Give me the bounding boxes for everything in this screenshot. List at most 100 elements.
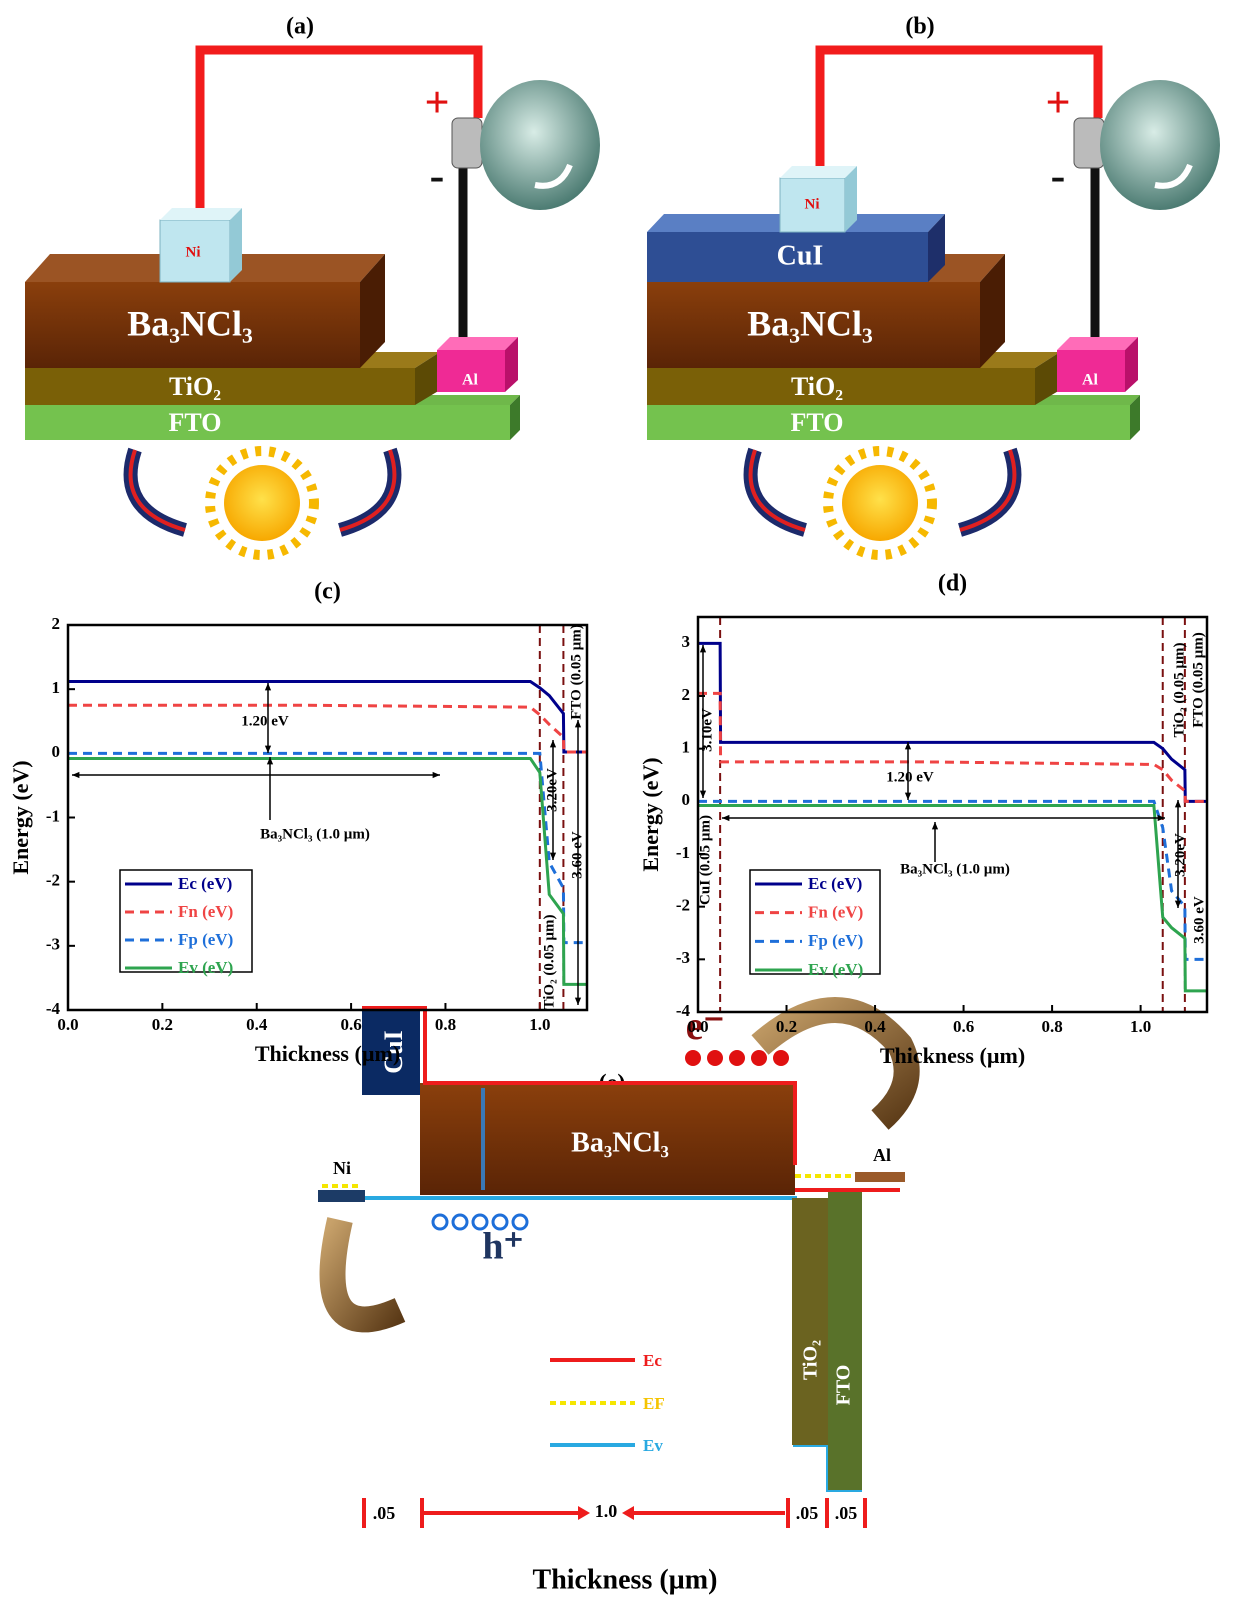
y-tick-label: 1 bbox=[682, 738, 691, 757]
y-tick-label: 0 bbox=[682, 790, 691, 809]
y-tick-label: -1 bbox=[676, 843, 690, 862]
legend-label: Fp (eV) bbox=[178, 930, 233, 949]
series-line bbox=[698, 691, 1207, 803]
y-tick-label: -2 bbox=[676, 896, 690, 915]
legend-label: Fn (eV) bbox=[178, 902, 233, 921]
wire bbox=[815, 45, 1103, 170]
arrow-head bbox=[699, 645, 707, 653]
arrow-head bbox=[1157, 814, 1165, 822]
contact-label: Ni bbox=[333, 1158, 351, 1178]
x-tick-label: 0.6 bbox=[340, 1015, 361, 1034]
sun bbox=[823, 446, 937, 560]
y-tick-label: 0 bbox=[52, 742, 61, 761]
x-tick-label: 0.8 bbox=[435, 1015, 456, 1034]
layer-side bbox=[415, 352, 440, 405]
y-tick-label: -2 bbox=[46, 871, 60, 890]
carrier-label: e⁻ bbox=[686, 1003, 725, 1048]
arrow-head bbox=[699, 790, 707, 798]
x-tick-label: 0.4 bbox=[246, 1015, 268, 1034]
block-label: CuI bbox=[379, 1030, 408, 1073]
x-tick-label: 1.0 bbox=[1130, 1017, 1151, 1036]
ec-line bbox=[362, 1006, 797, 1165]
arrow-head bbox=[264, 683, 272, 691]
al-contact bbox=[1057, 350, 1125, 392]
annotation: 3.10eV bbox=[699, 708, 715, 752]
holes bbox=[431, 1213, 529, 1231]
cube-side bbox=[845, 166, 857, 232]
legend-label: Ec (eV) bbox=[808, 874, 862, 893]
arrow-head bbox=[432, 771, 440, 779]
cube-side bbox=[505, 337, 518, 392]
layer-side bbox=[360, 254, 385, 368]
arrow-head bbox=[931, 822, 939, 830]
arrow-head bbox=[904, 792, 912, 800]
y-tick-label: 2 bbox=[682, 685, 691, 704]
x-axis-label: Thickness (µm) bbox=[880, 1043, 1025, 1068]
contact-label: Al bbox=[1082, 372, 1099, 389]
series-line bbox=[68, 679, 587, 754]
bulb bbox=[451, 80, 600, 210]
annotation: TiO₂ (0.05 µm) bbox=[541, 915, 557, 1010]
chart-title: (d) bbox=[938, 571, 967, 597]
x-tick-label: 0.6 bbox=[953, 1017, 974, 1036]
x-tick-label: 0.0 bbox=[687, 1017, 708, 1036]
cube-top bbox=[437, 337, 518, 350]
absorber-layer bbox=[647, 282, 980, 368]
legend-label: Ec bbox=[643, 1351, 662, 1370]
x-tick-label: 0.2 bbox=[152, 1015, 173, 1034]
polarity: - bbox=[430, 151, 445, 200]
cui-layer bbox=[647, 232, 928, 282]
arrow-head bbox=[574, 720, 582, 728]
series-line bbox=[698, 799, 1207, 961]
annotation: Ba₃NCl₃ (1.0 µm) bbox=[900, 861, 1010, 877]
arrow-head bbox=[549, 740, 557, 748]
tio2-layer bbox=[25, 368, 415, 405]
arrow-head bbox=[264, 745, 272, 753]
panel-a: (a) FTO TiO₂ Ba₃NCl₃ Ni Al + - bbox=[25, 14, 600, 560]
polarity: - bbox=[1051, 151, 1066, 200]
legend-box bbox=[119, 869, 253, 973]
arrow-head bbox=[722, 814, 730, 822]
plot-frame bbox=[66, 623, 589, 1012]
y-tick-label: 1 bbox=[52, 678, 61, 697]
width-label: 1.0 bbox=[595, 1501, 618, 1521]
y-axis-label: Energy (eV) bbox=[8, 760, 33, 874]
y-tick-label: -1 bbox=[46, 806, 60, 825]
arrow-head bbox=[1174, 900, 1182, 908]
cui-block bbox=[362, 1010, 420, 1095]
annotation: 3.60 eV bbox=[1191, 896, 1207, 944]
cube-top bbox=[1057, 337, 1138, 350]
plot-frame bbox=[696, 615, 1209, 1014]
y-tick-label: -3 bbox=[676, 948, 690, 967]
layer-label: Ba₃NCl₃ bbox=[747, 303, 873, 343]
al-bar bbox=[855, 1172, 905, 1182]
panel-b: (b) FTO TiO₂ Ba₃NCl₃ CuI Ni Al + - bbox=[647, 14, 1220, 560]
block-label: TiO₂ bbox=[800, 1340, 822, 1380]
block-label: Ba₃NCl₃ bbox=[571, 1127, 669, 1158]
cube-top bbox=[160, 208, 242, 220]
annotation: FTO (0.05 µm) bbox=[568, 624, 584, 719]
width-label: .05 bbox=[796, 1503, 819, 1523]
carrier-label: h⁺ bbox=[482, 1226, 523, 1268]
y-tick-label: -3 bbox=[46, 935, 60, 954]
hole-arrow bbox=[319, 1217, 406, 1333]
bulb bbox=[1073, 80, 1220, 210]
legend-label: Ev bbox=[643, 1436, 663, 1455]
legend-label: Fp (eV) bbox=[808, 931, 863, 950]
y-tick-label: -4 bbox=[676, 1001, 691, 1020]
legend-label: Ec (eV) bbox=[178, 874, 232, 893]
layer-label: TiO₂ bbox=[169, 372, 221, 401]
electrons bbox=[685, 1050, 789, 1066]
y-tick-label: 3 bbox=[682, 632, 691, 651]
tio2-block bbox=[792, 1198, 828, 1445]
x-axis-label: Thickness (µm) bbox=[255, 1041, 400, 1066]
annotation: CuI (0.05 µm) bbox=[697, 815, 713, 905]
contact-label: Ni bbox=[805, 196, 820, 212]
layer-label: Ba₃NCl₃ bbox=[127, 303, 253, 343]
x-tick-label: 0.4 bbox=[864, 1017, 886, 1036]
legend-box bbox=[749, 869, 881, 975]
annotation: FTO (0.05 µm) bbox=[1190, 632, 1206, 727]
panel-e: (e) CuI Ba₃NCl₃ TiO₂ FTO Ni Al e⁻ h⁺ Ec bbox=[318, 997, 920, 1595]
annotation: Ba₃NCl₃ (1.0 µm) bbox=[260, 826, 370, 842]
